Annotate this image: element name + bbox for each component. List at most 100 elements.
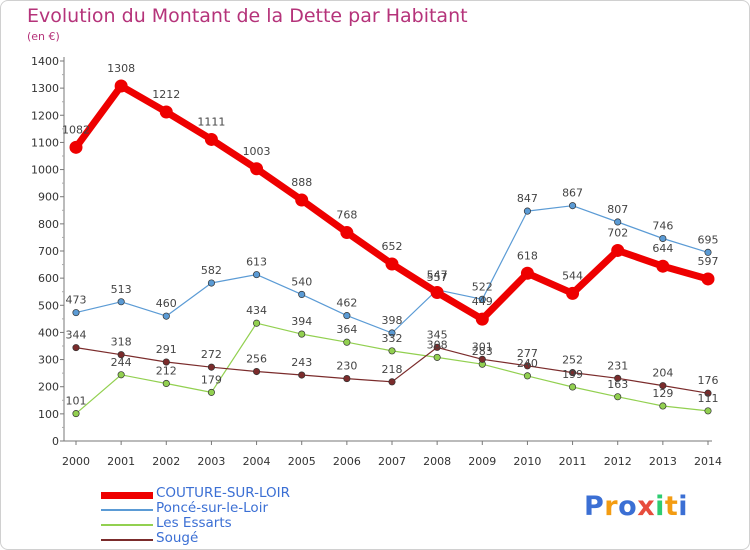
x-tick-label: 2000 (62, 455, 90, 468)
data-point (659, 402, 667, 410)
data-label: 332 (382, 332, 403, 345)
data-label: 394 (291, 315, 312, 328)
data-point (343, 312, 351, 320)
data-point (117, 298, 125, 306)
data-point (340, 226, 354, 240)
data-label: 768 (336, 209, 357, 222)
data-label: 473 (66, 294, 87, 307)
data-point (569, 369, 577, 377)
data-point (566, 286, 580, 300)
data-point (298, 290, 306, 298)
data-label: 176 (698, 374, 719, 387)
series-0 (69, 79, 715, 326)
data-label: 301 (472, 340, 493, 353)
data-label: 1308 (107, 62, 135, 75)
data-point (298, 330, 306, 338)
y-tick-label: 1100 (31, 136, 59, 149)
data-label: 540 (291, 275, 312, 288)
x-tick-label: 2001 (107, 455, 135, 468)
data-point (475, 312, 489, 326)
data-label: 1212 (152, 88, 180, 101)
legend-label: Poncé-sur-le-Loir (156, 500, 268, 516)
data-point (478, 295, 486, 303)
x-tick-label: 2011 (559, 455, 587, 468)
data-label: 252 (562, 354, 583, 367)
data-point (656, 259, 670, 273)
data-label: 291 (156, 343, 177, 356)
data-point (478, 355, 486, 363)
y-tick-label: 0 (52, 435, 59, 448)
data-point (614, 393, 622, 401)
data-point (523, 372, 531, 380)
data-point (159, 105, 173, 119)
y-tick-label: 700 (38, 245, 59, 258)
data-point (162, 358, 170, 366)
legend-label: COUTURE-SUR-LOIR (156, 485, 291, 501)
data-label: 847 (517, 192, 538, 205)
x-tick-label: 2014 (694, 455, 722, 468)
data-point (569, 383, 577, 391)
data-point (433, 343, 441, 351)
series-2 (72, 319, 712, 418)
data-point (614, 218, 622, 226)
data-label: 449 (472, 295, 493, 308)
data-point (204, 132, 218, 146)
data-point (72, 309, 80, 317)
data-point (433, 353, 441, 361)
data-label: 613 (246, 256, 267, 269)
logo-letter: P (584, 491, 605, 522)
logo-letter: o (618, 491, 638, 522)
data-point (253, 271, 261, 279)
y-tick-label: 100 (38, 408, 59, 421)
data-point (388, 347, 396, 355)
data-point (659, 234, 667, 243)
data-point (520, 266, 534, 280)
x-tick-label: 2005 (288, 455, 316, 468)
data-label: 308 (427, 338, 448, 351)
data-point (162, 379, 170, 388)
data-point (614, 374, 622, 382)
legend-swatch (101, 524, 153, 526)
data-label: 230 (336, 360, 357, 373)
data-point (523, 207, 531, 215)
data-label: 179 (201, 373, 222, 386)
data-label: 283 (472, 345, 493, 358)
legend-swatch (101, 509, 153, 511)
series-3 (72, 343, 712, 397)
data-point (117, 351, 125, 359)
data-point (704, 248, 712, 256)
data-point (523, 362, 531, 370)
x-tick-label: 2002 (152, 455, 180, 468)
series-lines (69, 79, 715, 418)
x-tick-label: 2012 (604, 455, 632, 468)
data-label: 129 (652, 387, 673, 400)
data-label: 746 (652, 220, 673, 233)
data-label: 398 (382, 314, 403, 327)
data-label: 277 (517, 347, 538, 360)
data-point (569, 202, 577, 210)
axes: 0 100 200 300 400 500 600 700 800 900 1000 1100 1200… (31, 55, 722, 468)
proxiti-logo: Proxiti (584, 491, 688, 522)
data-label: 163 (607, 378, 628, 391)
data-point (114, 79, 128, 93)
data-point (69, 140, 83, 154)
data-label: 345 (427, 328, 448, 341)
data-point (72, 410, 80, 418)
x-tick-label: 2013 (649, 455, 677, 468)
x-tick-label: 2010 (513, 455, 541, 468)
data-label: 204 (652, 367, 673, 380)
data-label: 547 (427, 269, 448, 282)
legend-swatch (101, 491, 153, 499)
data-label: 652 (382, 240, 403, 253)
data-label: 888 (291, 176, 312, 189)
data-label: 513 (111, 283, 132, 296)
data-label: 1082 (62, 123, 90, 136)
data-point (611, 243, 625, 257)
y-tick-label: 400 (38, 326, 59, 339)
data-label: 462 (336, 297, 357, 310)
y-tick-label: 1400 (31, 55, 59, 68)
data-point (250, 162, 264, 176)
data-label: 364 (336, 323, 357, 336)
chart-subtitle: (en €) (27, 30, 60, 43)
